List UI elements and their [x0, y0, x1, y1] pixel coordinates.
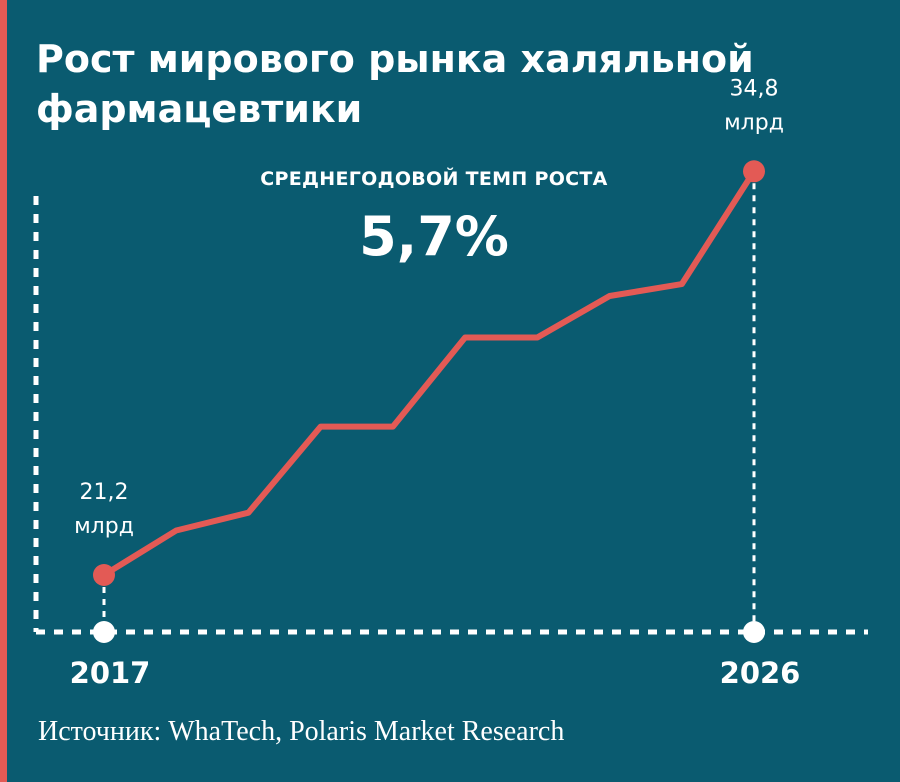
unit-label-2026: млрд — [724, 110, 784, 135]
axis-marker-2026 — [743, 621, 765, 643]
unit-label-2017: млрд — [74, 514, 134, 539]
accent-bar — [0, 0, 7, 782]
source-note: Источник: WhaTech, Polaris Market Resear… — [38, 716, 565, 747]
cagr-label: СРЕДНЕГОДОВОЙ ТЕМП РОСТА — [260, 168, 608, 190]
value-label-2026: 34,8 — [730, 76, 779, 101]
series-line — [101, 168, 757, 578]
axis-marker-2017 — [93, 621, 115, 643]
data-point-2026 — [743, 160, 765, 183]
data-point-2017 — [93, 564, 115, 587]
cagr-value: 5,7% — [359, 205, 509, 268]
x-tick-label-2017: 2017 — [70, 656, 151, 690]
x-tick-label-2026: 2026 — [720, 656, 801, 690]
chart-title: Рост мирового рынка халяльной фармацевти… — [36, 37, 754, 131]
value-label-2017: 21,2 — [80, 480, 129, 505]
